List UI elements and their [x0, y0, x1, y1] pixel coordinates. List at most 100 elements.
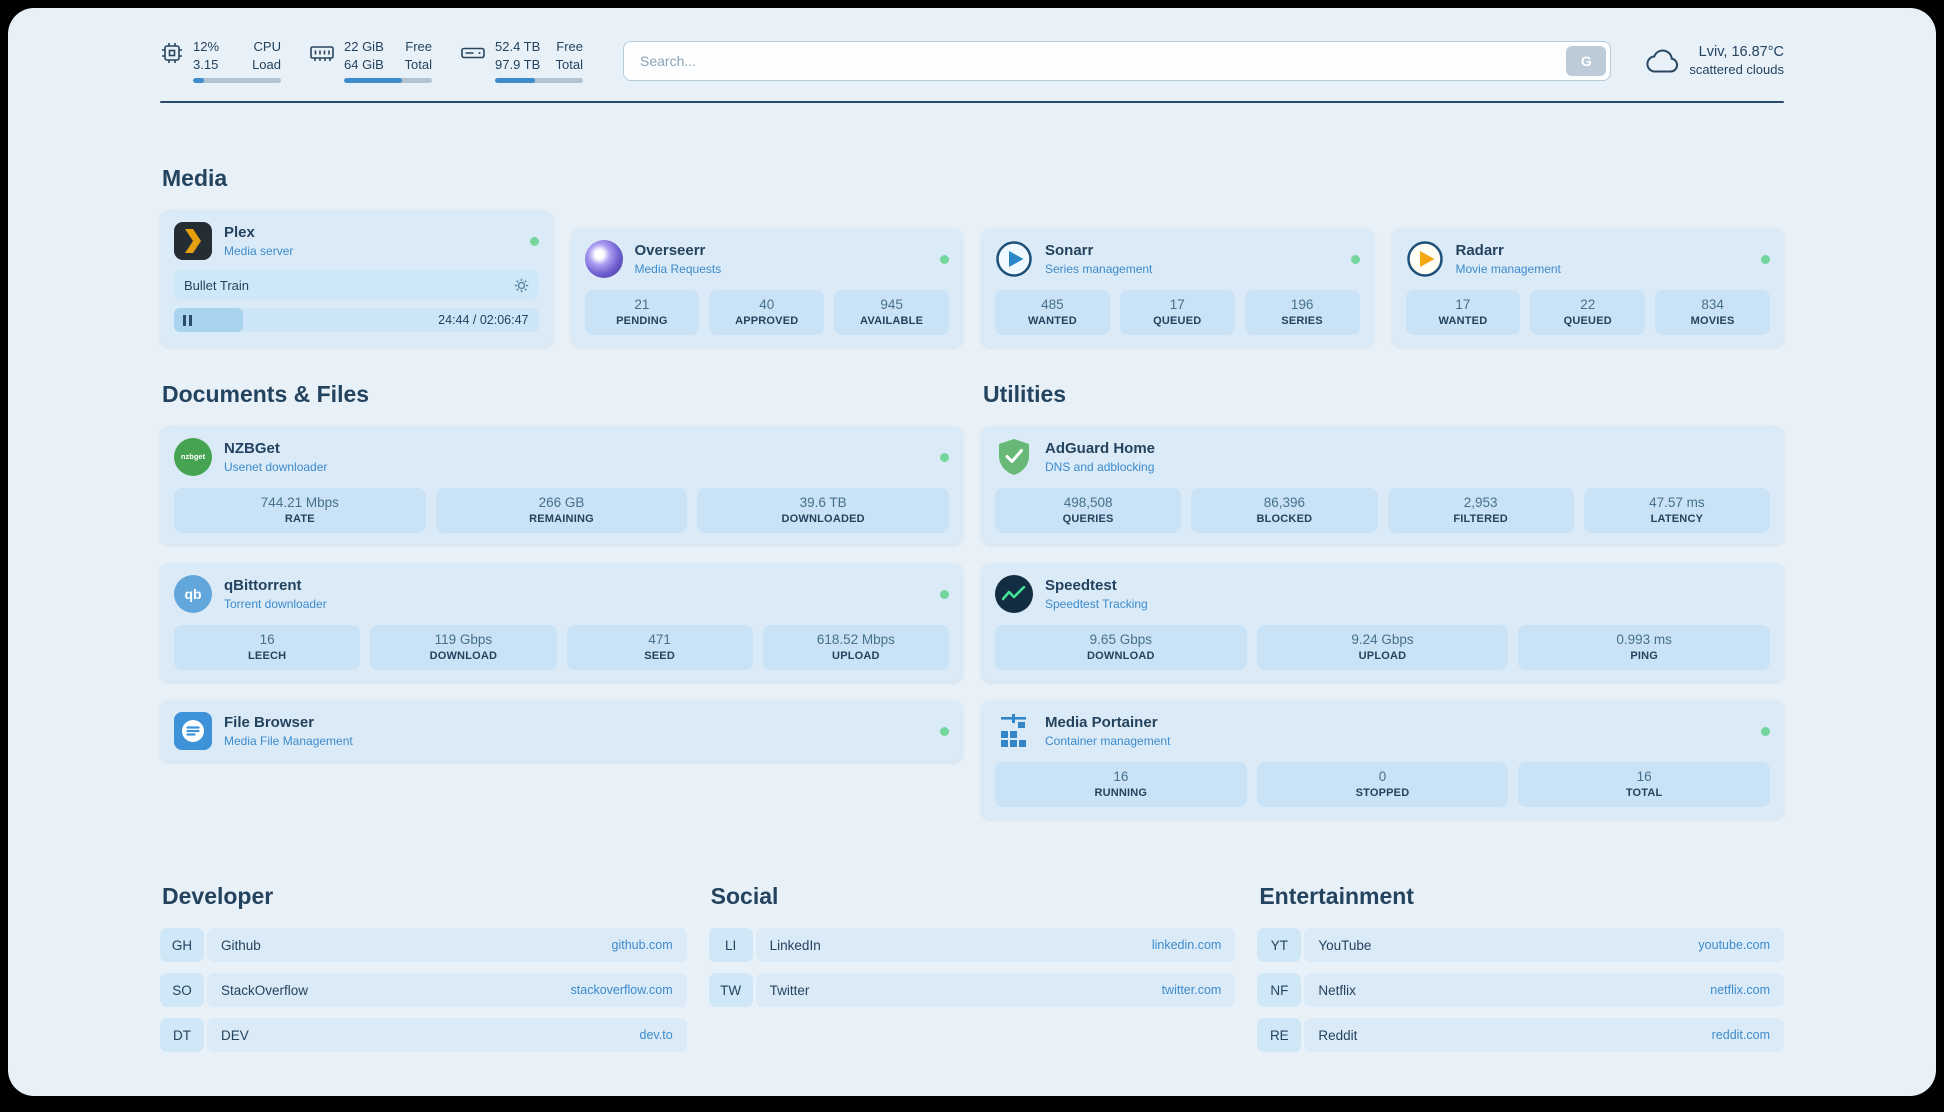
- bookmark-abbr: GH: [160, 928, 204, 963]
- service-title: Plex: [224, 224, 255, 242]
- utilities-heading: Utilities: [983, 381, 1067, 408]
- service-subtitle: Media Requests: [634, 262, 722, 277]
- adguard-icon: [995, 438, 1033, 476]
- playback-progress-fill: [174, 308, 244, 333]
- search-input[interactable]: [623, 40, 1612, 81]
- stat-series: 196 SERIES: [1244, 290, 1360, 336]
- dashboard-page: 12% CPU 3.15 Load 22 GiB Free 64 GiB Total: [8, 8, 1936, 1096]
- bookmark-name: DEV: [221, 1027, 249, 1043]
- service-card-portainer[interactable]: Media Portainer Container management 16 R…: [981, 700, 1784, 820]
- service-card-sonarr[interactable]: Sonarr Series management 485 WANTED 17 QUE…: [981, 228, 1374, 348]
- service-title: Radarr: [1455, 242, 1504, 260]
- service-subtitle: Series management: [1045, 262, 1153, 277]
- bookmark-twitter[interactable]: TW Twitter twitter.com: [708, 973, 1236, 1008]
- service-card-speedtest[interactable]: Speedtest Speedtest Tracking 9.65 Gbps DO…: [981, 563, 1784, 683]
- bookmark-dev[interactable]: DT DEV dev.to: [160, 1018, 687, 1053]
- bookmark-group-entertainment: Entertainment YT YouTube youtube.com NF N…: [1257, 883, 1784, 1063]
- gear-icon[interactable]: [514, 278, 529, 293]
- bookmark-name: LinkedIn: [769, 937, 821, 953]
- bookmark-linkedin[interactable]: LI LinkedIn linkedin.com: [708, 928, 1236, 963]
- bookmark-name: YouTube: [1318, 937, 1372, 953]
- status-dot: [1761, 726, 1770, 736]
- bookmark-url: netflix.com: [1710, 983, 1770, 998]
- bookmark-netflix[interactable]: NF Netflix netflix.com: [1257, 973, 1784, 1008]
- service-title: File Browser: [224, 714, 315, 732]
- top-bar: 12% CPU 3.15 Load 22 GiB Free 64 GiB Total: [160, 8, 1784, 84]
- cpu-bar: [193, 78, 281, 84]
- stat-stopped: 0 STOPPED: [1256, 762, 1509, 808]
- disk-free: 52.4 TB: [495, 39, 541, 54]
- stat-pending: 21 PENDING: [584, 290, 700, 336]
- documents-heading: Documents & Files: [162, 381, 370, 408]
- plex-icon: [174, 222, 212, 261]
- status-dot: [940, 452, 949, 462]
- service-card-filebrowser[interactable]: File Browser Media File Management: [160, 700, 963, 763]
- service-title: Overseerr: [634, 242, 706, 260]
- cpu-percent: 12%: [193, 39, 220, 54]
- memory-bar: [344, 78, 432, 84]
- cpu-bar-fill: [193, 78, 205, 84]
- stat-wanted: 485 WANTED: [995, 290, 1110, 336]
- service-card-adguard[interactable]: AdGuard Home DNS and adblocking 498,508 Q…: [981, 426, 1784, 546]
- bookmark-group-developer: Developer GH Github github.com SO StackOv…: [160, 883, 687, 1063]
- stat-downloaded: 39.6 TB DOWNLOADED: [697, 488, 949, 534]
- disk-icon: [460, 41, 486, 65]
- bookmark-reddit[interactable]: RE Reddit reddit.com: [1257, 1018, 1784, 1053]
- stat-running: 16 RUNNING: [995, 762, 1247, 808]
- bookmark-abbr: SO: [160, 973, 204, 1008]
- nzbget-icon: nzbget: [174, 438, 212, 477]
- service-card-plex[interactable]: Plex Media server Bullet Train 24:44 / 0: [160, 210, 553, 348]
- bookmark-url: stackoverflow.com: [570, 983, 673, 998]
- status-dot: [940, 254, 949, 264]
- service-title: AdGuard Home: [1045, 440, 1156, 458]
- stat-remaining: 266 GB REMAINING: [435, 488, 688, 534]
- memory-free: 22 GiB: [344, 39, 384, 54]
- bookmark-abbr: TW: [708, 973, 753, 1008]
- service-card-qbittorrent[interactable]: qb qBittorrent Torrent downloader 16 LEEC…: [160, 563, 963, 683]
- stat-queries: 498,508 QUERIES: [995, 488, 1182, 534]
- stat-queued: 17 QUEUED: [1119, 290, 1235, 336]
- portainer-icon: [995, 712, 1033, 750]
- stat-upload: 618.52 Mbps UPLOAD: [762, 625, 949, 671]
- bookmark-abbr: RE: [1257, 1018, 1302, 1053]
- service-card-radarr[interactable]: Radarr Movie management 17 WANTED 22 QUEUE…: [1391, 228, 1784, 348]
- stat-total: 16 TOTAL: [1518, 762, 1770, 808]
- bookmark-stackoverflow[interactable]: SO StackOverflow stackoverflow.com: [160, 973, 687, 1008]
- disk-widget: 52.4 TB Free 97.9 TB Total: [460, 38, 583, 84]
- bookmark-name: Netflix: [1318, 982, 1356, 998]
- service-title: qBittorrent: [224, 577, 302, 595]
- bookmark-github[interactable]: GH Github github.com: [160, 928, 687, 963]
- bookmark-abbr: NF: [1257, 973, 1302, 1008]
- service-card-nzbget[interactable]: nzbget NZBGet Usenet downloader 744.21 M…: [160, 426, 963, 546]
- service-card-overseerr[interactable]: Overseerr Media Requests 21 PENDING 40 APP…: [570, 228, 963, 348]
- stat-queued: 22 QUEUED: [1530, 290, 1646, 336]
- bookmark-url: dev.to: [639, 1028, 673, 1043]
- bookmark-youtube[interactable]: YT YouTube youtube.com: [1257, 928, 1784, 963]
- filebrowser-icon: [174, 712, 212, 751]
- service-subtitle: Usenet downloader: [224, 460, 328, 475]
- bookmark-url: linkedin.com: [1151, 938, 1222, 953]
- bookmark-group-social: Social LI LinkedIn linkedin.com TW Twitte…: [708, 883, 1236, 1063]
- bookmarks-section: Developer GH Github github.com SO StackOv…: [160, 883, 1784, 1063]
- section-documents: Documents & Files nzbget NZBGet Usenet d…: [160, 381, 963, 819]
- service-title: Speedtest: [1045, 577, 1117, 595]
- playback-progress: 24:44 / 02:06:47: [174, 308, 539, 333]
- memory-total-label: Total: [404, 57, 432, 73]
- service-subtitle: DNS and adblocking: [1045, 460, 1155, 475]
- memory-total: 64 GiB: [344, 57, 384, 73]
- status-dot: [529, 236, 539, 246]
- pause-icon[interactable]: [183, 314, 192, 326]
- weather-condition: scattered clouds: [1689, 62, 1784, 78]
- search-provider-button[interactable]: G: [1566, 45, 1607, 76]
- cpu-widget: 12% CPU 3.15 Load: [160, 38, 281, 84]
- entertainment-heading: Entertainment: [1259, 883, 1414, 910]
- cpu-chip-icon: [160, 41, 184, 65]
- bookmark-abbr: YT: [1257, 928, 1302, 963]
- stat-filtered: 2,953 FILTERED: [1387, 488, 1574, 534]
- overseerr-icon: [584, 240, 623, 279]
- memory-icon: [309, 41, 335, 65]
- service-subtitle: Media server: [224, 244, 294, 259]
- stat-blocked: 86,396 BLOCKED: [1191, 488, 1378, 534]
- bookmark-url: github.com: [611, 938, 673, 953]
- speedtest-icon: [995, 575, 1033, 614]
